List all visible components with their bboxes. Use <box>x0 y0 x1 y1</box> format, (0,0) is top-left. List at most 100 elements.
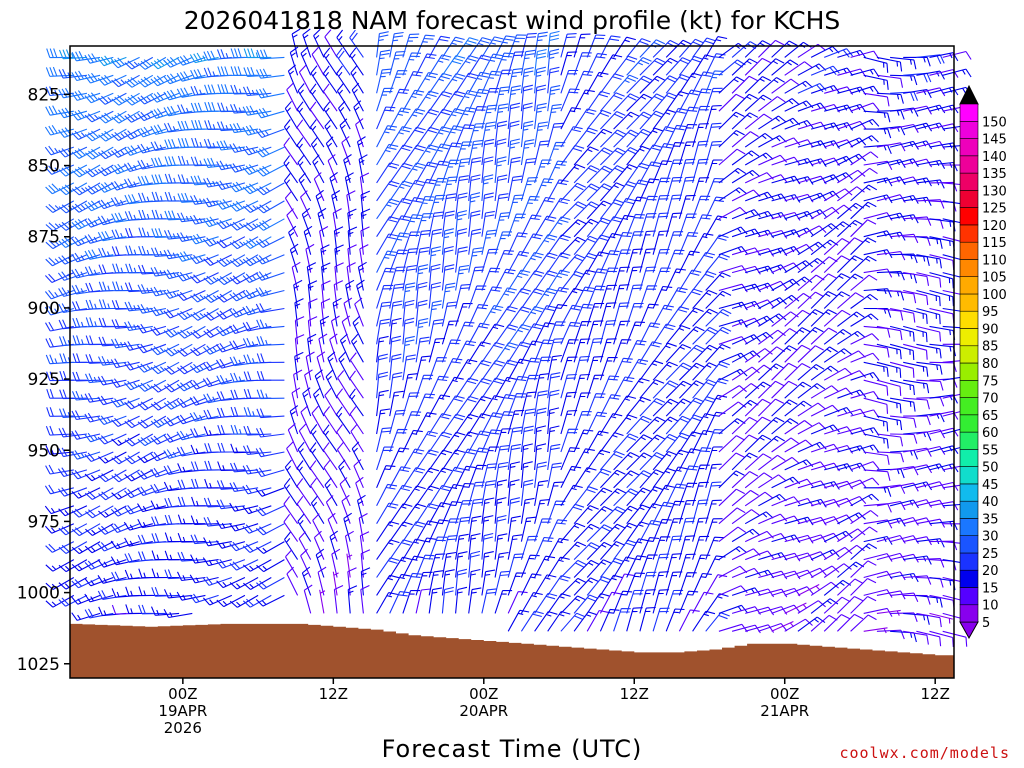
wind-barb <box>771 194 801 203</box>
wind-barb <box>784 478 814 489</box>
wind-barb <box>560 201 587 220</box>
wind-barb <box>520 610 544 632</box>
wind-barb <box>784 618 813 632</box>
wind-barb <box>44 164 75 175</box>
wind-barb <box>600 129 627 148</box>
wind-barb <box>613 36 636 58</box>
wind-barb <box>428 319 444 345</box>
wind-barb <box>441 413 466 435</box>
wind-barb <box>758 493 787 507</box>
wind-barb <box>150 266 180 277</box>
wind-barb <box>678 307 704 327</box>
wind-barb <box>718 111 745 130</box>
wind-barb <box>455 55 479 76</box>
wind-barb <box>744 491 773 507</box>
wind-barb <box>507 194 525 219</box>
wind-barb <box>731 489 759 507</box>
wind-barb <box>298 531 312 560</box>
wind-barb <box>718 604 748 614</box>
wind-barb <box>110 397 140 408</box>
wind-barb <box>71 164 101 178</box>
wind-barb <box>731 58 759 76</box>
wind-barb <box>903 122 933 132</box>
wind-barb <box>850 313 879 327</box>
wind-barb <box>296 460 312 489</box>
wind-barb <box>599 557 625 578</box>
wind-barb <box>389 466 411 489</box>
x-tick-label: 12Z <box>620 685 649 703</box>
wind-barb <box>810 291 837 309</box>
wind-barb <box>718 401 747 417</box>
wind-barb <box>315 548 325 578</box>
colorbar-swatch <box>959 466 979 485</box>
wind-barb <box>797 309 824 327</box>
wind-barb <box>163 56 193 68</box>
wind-barb <box>336 441 351 471</box>
wind-barb <box>889 361 915 378</box>
wind-barb <box>111 92 140 106</box>
wind-barb <box>428 570 444 596</box>
wind-barb <box>177 120 206 131</box>
wind-barb <box>797 616 826 632</box>
x-tick-label: 00Z <box>168 685 197 703</box>
wind-barb <box>137 518 166 529</box>
wind-barb <box>626 321 645 345</box>
wind-barb <box>692 591 714 614</box>
wind-barb <box>150 56 180 70</box>
wind-barb <box>692 344 719 363</box>
wind-barb <box>45 218 75 232</box>
wind-barb <box>744 331 774 345</box>
wind-barb <box>359 172 370 201</box>
wind-barb <box>863 379 889 396</box>
wind-barb <box>204 478 232 489</box>
wind-barb <box>626 162 650 184</box>
wind-barb <box>903 630 929 645</box>
wind-barb <box>164 138 193 150</box>
wind-barb <box>455 586 468 614</box>
wind-barb <box>613 214 634 237</box>
wind-barb <box>797 551 827 561</box>
wind-barb <box>58 200 88 214</box>
wind-barb <box>283 155 299 184</box>
wind-barb <box>837 495 867 507</box>
wind-barb <box>190 85 219 96</box>
wind-barb <box>349 388 364 417</box>
colorbar-label: 115 <box>982 236 1007 251</box>
wind-barb <box>415 588 431 614</box>
wind-barb <box>613 339 632 363</box>
wind-barb <box>599 432 624 453</box>
wind-barb <box>58 146 88 158</box>
wind-barb <box>639 519 661 542</box>
wind-barb <box>415 336 430 363</box>
wind-barb <box>151 209 180 220</box>
wind-barb <box>376 318 390 345</box>
wind-barb <box>626 415 652 435</box>
wind-barb <box>428 502 451 524</box>
wind-barb <box>507 102 521 130</box>
wind-barb <box>520 554 540 578</box>
wind-barb <box>665 343 692 363</box>
wind-barb <box>123 379 154 391</box>
wind-barb <box>507 85 521 112</box>
plot-frame <box>69 45 955 679</box>
wind-barb <box>678 535 696 560</box>
wind-barb <box>44 305 74 316</box>
wind-barb <box>692 88 712 112</box>
wind-barb <box>586 593 611 614</box>
colorbar-swatch <box>959 431 979 450</box>
wind-barb <box>58 447 88 458</box>
wind-barb <box>837 561 865 578</box>
wind-barb <box>520 592 543 614</box>
wind-barb <box>758 211 788 221</box>
wind-barb <box>586 109 612 130</box>
wind-barb <box>494 394 516 417</box>
wind-barb <box>718 93 745 112</box>
wind-barb <box>810 256 838 274</box>
wind-barb <box>84 412 114 423</box>
wind-barb <box>402 264 417 291</box>
wind-barb <box>354 297 364 327</box>
wind-barb <box>455 283 471 309</box>
wind-barb <box>586 393 606 417</box>
wind-barb <box>639 452 666 471</box>
wind-barb <box>916 236 943 249</box>
